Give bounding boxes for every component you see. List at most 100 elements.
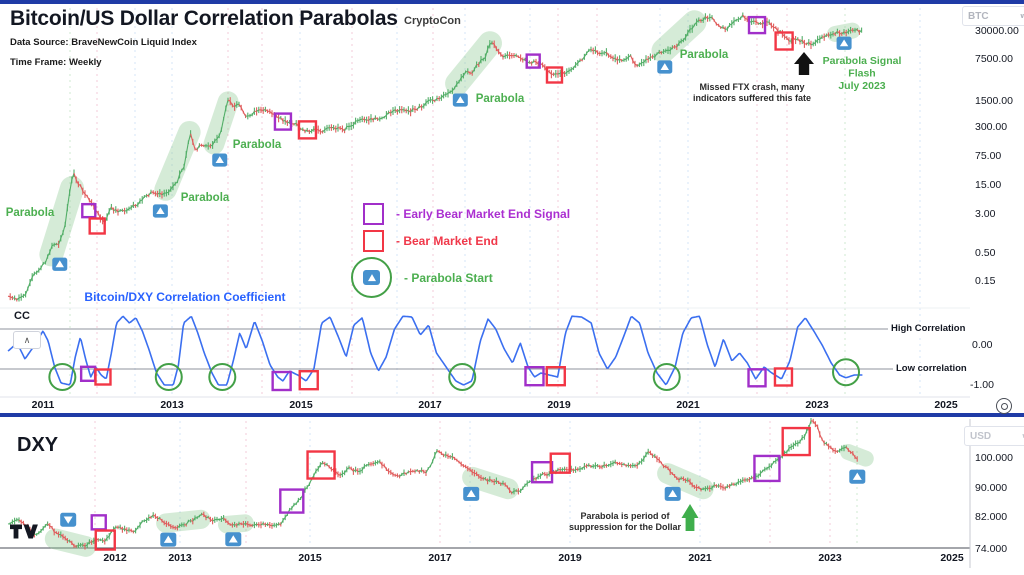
early-bear-end-signal-marker[interactable]: [747, 15, 767, 35]
collapse-pane-button[interactable]: ∧: [13, 331, 41, 349]
price-tick-label: 30000.00: [975, 25, 1019, 37]
legend-item-bear-end: - Bear Market End: [363, 230, 498, 252]
cc-pane-label: CC: [14, 310, 30, 322]
price-tick-label: 3.00: [975, 208, 996, 220]
triangle-up-icon: [668, 489, 678, 498]
chart-annotation: Parabola is period of suppression for the…: [569, 511, 682, 532]
price-tick-label: 82.000: [975, 511, 1008, 523]
legend-item-label: - Parabola Start: [404, 270, 493, 285]
price-tick-label: 74.000: [975, 543, 1008, 555]
triangle-up-icon: [466, 489, 476, 498]
price-tick-label: 0.50: [975, 247, 996, 259]
bear-market-end-marker[interactable]: [88, 217, 106, 235]
early-bear-end-signal-marker[interactable]: [90, 514, 107, 531]
price-series: [7, 12, 863, 302]
triangle-up-icon: [163, 535, 173, 543]
chart-annotation: Parabola: [476, 93, 525, 105]
purple-square-icon: [363, 203, 384, 225]
triangle-up-icon: [215, 156, 224, 164]
price-tick-label: 100.000: [975, 452, 1013, 464]
btc-symbol-label: BTC: [968, 10, 989, 22]
parabola-start-circle[interactable]: [652, 363, 681, 391]
chart-annotation: Parabola: [181, 192, 230, 204]
bear-market-end-marker[interactable]: [549, 452, 571, 474]
triangle-up-icon: [852, 472, 862, 480]
low-correlation-label: Low correlation: [893, 363, 970, 374]
green-circle-icon: [351, 257, 392, 298]
bear-market-end-marker[interactable]: [774, 31, 794, 51]
bear-market-end-marker[interactable]: [306, 450, 336, 480]
bear-market-end-marker[interactable]: [545, 366, 566, 387]
parabola-highlight: [462, 466, 519, 500]
scroll-target-icon[interactable]: [996, 398, 1012, 414]
chevron-down-icon: ∨: [1019, 13, 1024, 20]
chart-annotation: Parabola: [6, 207, 55, 219]
high-correlation-label: High Correlation: [888, 323, 969, 334]
triangle-up-icon: [456, 96, 465, 104]
parabola-start-circle[interactable]: [208, 363, 237, 391]
year-label: 2025: [934, 399, 958, 411]
price-tick-label: 75.00: [975, 150, 1002, 162]
parabola-start-circle[interactable]: [48, 363, 77, 391]
price-tick-label: 15.00: [975, 179, 1002, 191]
arrow-up-annotation: [681, 504, 699, 531]
year-label: 2017: [418, 399, 442, 411]
early-bear-end-signal-marker[interactable]: [747, 368, 767, 388]
price-tick-label: 90.000: [975, 482, 1008, 494]
parabola-start-circle[interactable]: [448, 363, 477, 391]
top-accent-bar: [0, 0, 1024, 4]
early-bear-end-signal-marker[interactable]: [279, 488, 305, 514]
year-label: 2019: [547, 399, 571, 411]
year-label: 2013: [160, 399, 184, 411]
bear-market-end-marker[interactable]: [94, 529, 116, 551]
bear-market-end-marker[interactable]: [773, 367, 794, 387]
early-bear-end-signal-marker[interactable]: [753, 454, 781, 483]
parabola-start-circle[interactable]: [832, 358, 861, 387]
cc-neg1-tick: -1.00: [970, 379, 994, 391]
author-label: CryptoCon: [404, 15, 461, 27]
year-label: 2025: [940, 552, 964, 564]
bear-market-end-marker[interactable]: [298, 370, 319, 391]
legend-item-label: - Bear Market End: [396, 234, 499, 248]
early-bear-end-signal-marker[interactable]: [524, 366, 545, 387]
triangle-up-icon: [363, 270, 380, 285]
chevron-up-icon: ∧: [23, 334, 31, 345]
dxy-pane-title: DXY: [17, 434, 59, 456]
btc-symbol-dropdown[interactable]: BTC ∨: [962, 6, 1024, 26]
early-bear-end-signal-marker[interactable]: [81, 202, 97, 219]
panel-separator: [0, 413, 1024, 417]
year-label: 2023: [818, 552, 842, 564]
year-label: 2015: [289, 399, 313, 411]
chart-annotation: Missed FTX crash, many indicators suffere…: [693, 82, 811, 103]
price-tick-label: 1500.00: [975, 95, 1013, 107]
usd-symbol-dropdown[interactable]: USD ∨: [964, 426, 1024, 446]
page-title: Bitcoin/US Dollar Correlation Parabolas: [10, 7, 398, 30]
early-bear-end-signal-marker[interactable]: [525, 53, 541, 69]
usd-symbol-label: USD: [970, 430, 992, 442]
year-label: 2011: [31, 399, 55, 411]
parabola-highlight: [651, 10, 707, 63]
bear-market-end-marker[interactable]: [781, 426, 811, 457]
triangle-down-icon: [63, 516, 73, 524]
price-tick-label: 300.00: [975, 121, 1008, 133]
cc-title: Bitcoin/DXY Correlation Coefficient: [84, 290, 286, 304]
triangle-up-icon: [228, 535, 238, 543]
legend-item-parabola-start: - Parabola Start: [351, 257, 493, 298]
tradingview-logo[interactable]: [10, 524, 38, 544]
triangle-up-icon: [660, 63, 669, 70]
cc-zero-tick: 0.00: [972, 339, 993, 351]
bear-market-end-marker[interactable]: [297, 120, 318, 140]
triangle-up-icon: [156, 207, 165, 215]
price-tick-label: 0.15: [975, 275, 996, 287]
year-label: 2023: [805, 399, 829, 411]
year-label: 2019: [558, 552, 582, 564]
early-bear-end-signal-marker[interactable]: [273, 112, 293, 131]
bear-market-end-marker[interactable]: [545, 66, 564, 84]
legend-item-label: - Early Bear Market End Signal: [396, 207, 571, 221]
bear-market-end-marker[interactable]: [94, 368, 112, 386]
arrow-up-annotation: [794, 52, 814, 75]
data-source-label: Data Source: BraveNewCoin Liquid Index: [10, 37, 197, 48]
parabola-start-circle[interactable]: [154, 363, 183, 391]
early-bear-end-signal-marker[interactable]: [271, 370, 292, 392]
